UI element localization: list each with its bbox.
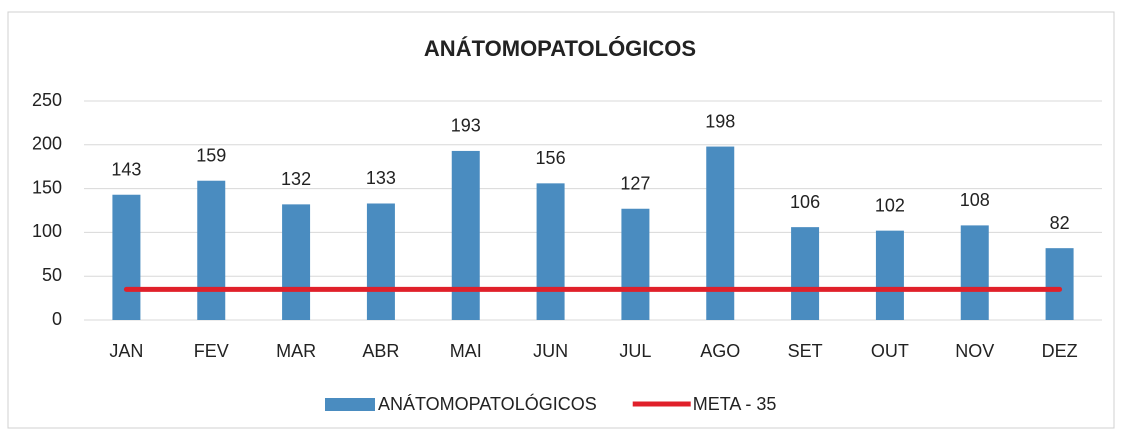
bar xyxy=(536,183,565,320)
x-tick-label: NOV xyxy=(955,341,994,361)
data-label: 143 xyxy=(111,159,141,179)
bar xyxy=(791,227,820,320)
bar xyxy=(197,180,226,320)
bar xyxy=(1045,248,1074,320)
x-tick-label: JUN xyxy=(533,341,568,361)
data-label: 82 xyxy=(1050,213,1070,233)
y-tick-label: 200 xyxy=(32,134,62,154)
data-label: 159 xyxy=(196,145,226,165)
x-tick-label: OUT xyxy=(871,341,909,361)
bar xyxy=(960,225,989,320)
data-label: 102 xyxy=(875,195,905,215)
data-label: 193 xyxy=(451,116,481,136)
data-label: 132 xyxy=(281,169,311,189)
x-tick-label: MAR xyxy=(276,341,316,361)
x-tick-label: AGO xyxy=(700,341,740,361)
data-label: 108 xyxy=(960,190,990,210)
bar xyxy=(112,194,141,320)
data-label: 198 xyxy=(705,111,735,131)
x-tick-label: JUL xyxy=(619,341,651,361)
bar xyxy=(366,203,395,320)
y-tick-label: 150 xyxy=(32,177,62,197)
data-label: 127 xyxy=(620,173,650,193)
data-label: 156 xyxy=(536,148,566,168)
chart-title: ANÁTOMOPATOLÓGICOS xyxy=(424,36,696,61)
y-tick-label: 50 xyxy=(42,265,62,285)
x-tick-label: FEV xyxy=(194,341,229,361)
data-label: 106 xyxy=(790,192,820,212)
x-tick-label: JAN xyxy=(109,341,143,361)
bar xyxy=(282,204,311,320)
legend-swatch xyxy=(325,398,375,411)
x-tick-label: SET xyxy=(788,341,823,361)
bar xyxy=(875,230,904,320)
x-tick-label: ABR xyxy=(362,341,399,361)
legend-label: ANÁTOMOPATOLÓGICOS xyxy=(378,393,597,414)
y-tick-label: 100 xyxy=(32,221,62,241)
legend-label: META - 35 xyxy=(693,394,777,414)
bar xyxy=(621,208,650,320)
y-tick-label: 250 xyxy=(32,90,62,110)
x-tick-label: DEZ xyxy=(1042,341,1078,361)
data-label: 133 xyxy=(366,168,396,188)
bar xyxy=(706,146,735,320)
y-tick-label: 0 xyxy=(52,309,62,329)
x-tick-label: MAI xyxy=(450,341,482,361)
bar xyxy=(451,150,480,320)
